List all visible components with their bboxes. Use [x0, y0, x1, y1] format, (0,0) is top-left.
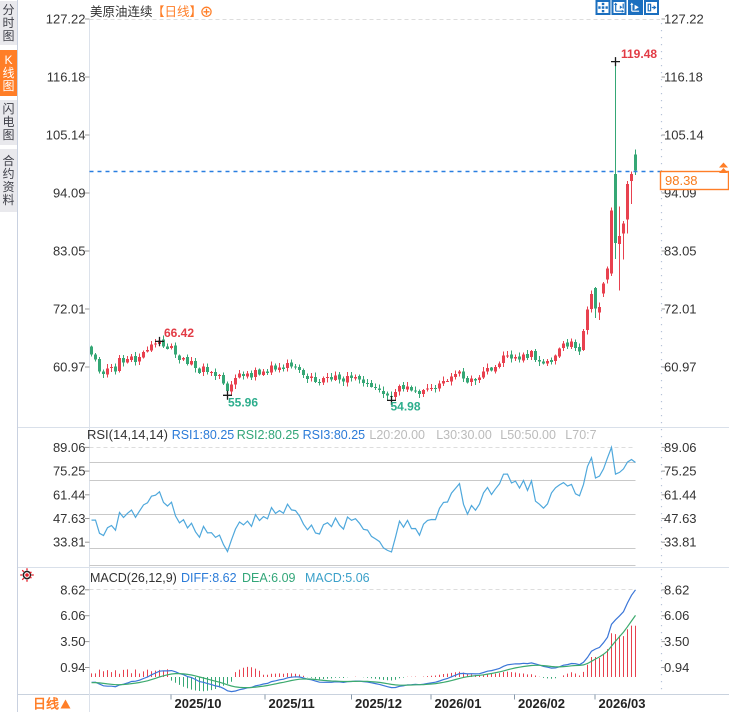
- svg-text:47.63: 47.63: [53, 511, 86, 526]
- svg-text:61.44: 61.44: [664, 487, 697, 502]
- svg-text:33.81: 33.81: [53, 535, 86, 550]
- svg-text:127.22: 127.22: [664, 12, 704, 27]
- svg-text:89.06: 89.06: [53, 440, 86, 455]
- svg-text:2025/12: 2025/12: [355, 696, 402, 711]
- svg-text:RSI2:80.25: RSI2:80.25: [237, 428, 300, 442]
- svg-text:60.97: 60.97: [664, 360, 697, 375]
- svg-text:2026/03: 2026/03: [599, 696, 646, 711]
- svg-text:0.94: 0.94: [60, 660, 85, 675]
- svg-text:3.50: 3.50: [664, 634, 689, 649]
- svg-text:33.81: 33.81: [664, 535, 697, 550]
- svg-text:47.63: 47.63: [664, 511, 697, 526]
- svg-text:2025/11: 2025/11: [269, 696, 315, 711]
- svg-text:98.38: 98.38: [665, 173, 698, 188]
- svg-text:DIFF:8.62: DIFF:8.62: [181, 571, 237, 585]
- svg-text:116.18: 116.18: [47, 70, 86, 85]
- svg-text:119.48: 119.48: [621, 47, 657, 61]
- svg-text:55.96: 55.96: [228, 396, 258, 410]
- svg-text:RSI1:80.25: RSI1:80.25: [172, 428, 235, 442]
- svg-text:L20:20.00: L20:20.00: [369, 428, 425, 442]
- svg-text:MACD:5.06: MACD:5.06: [305, 571, 370, 585]
- svg-text:美原油连续: 美原油连续: [90, 4, 153, 19]
- svg-text:72.01: 72.01: [53, 302, 86, 317]
- svg-text:6.06: 6.06: [664, 608, 689, 623]
- svg-text:61.44: 61.44: [53, 487, 86, 502]
- svg-text:2025/10: 2025/10: [175, 696, 222, 711]
- svg-text:75.25: 75.25: [664, 464, 697, 479]
- svg-text:3.50: 3.50: [60, 634, 85, 649]
- svg-text:0.94: 0.94: [664, 660, 689, 675]
- svg-text:8.62: 8.62: [664, 582, 689, 597]
- svg-text:6.06: 6.06: [60, 608, 85, 623]
- svg-text:83.05: 83.05: [664, 244, 697, 259]
- svg-text:94.09: 94.09: [53, 186, 86, 201]
- svg-text:MACD(26,12,9): MACD(26,12,9): [90, 571, 177, 585]
- svg-text:DEA:6.09: DEA:6.09: [242, 571, 296, 585]
- svg-text:日线: 日线: [33, 697, 59, 712]
- svg-text:54.98: 54.98: [391, 400, 421, 414]
- svg-text:66.42: 66.42: [164, 326, 194, 340]
- svg-text:105.14: 105.14: [664, 128, 704, 143]
- svg-text:127.22: 127.22: [46, 12, 86, 27]
- svg-text:L50:50.00: L50:50.00: [500, 428, 556, 442]
- svg-text:L30:30.00: L30:30.00: [436, 428, 492, 442]
- svg-text:L70:7: L70:7: [565, 428, 596, 442]
- svg-text:75.25: 75.25: [53, 464, 86, 479]
- svg-text:2026/02: 2026/02: [518, 696, 565, 711]
- svg-text:105.14: 105.14: [46, 128, 86, 143]
- svg-text:60.97: 60.97: [53, 360, 86, 375]
- svg-text:72.01: 72.01: [664, 302, 697, 317]
- svg-text:8.62: 8.62: [60, 582, 85, 597]
- svg-text:116.18: 116.18: [664, 70, 703, 85]
- svg-text:RSI(14,14,14): RSI(14,14,14): [87, 427, 168, 442]
- svg-text:2026/01: 2026/01: [435, 696, 482, 711]
- svg-text:89.06: 89.06: [664, 440, 697, 455]
- svg-text:【日线】: 【日线】: [152, 5, 202, 19]
- svg-text:RSI3:80.25: RSI3:80.25: [303, 428, 366, 442]
- svg-text:83.05: 83.05: [53, 244, 86, 259]
